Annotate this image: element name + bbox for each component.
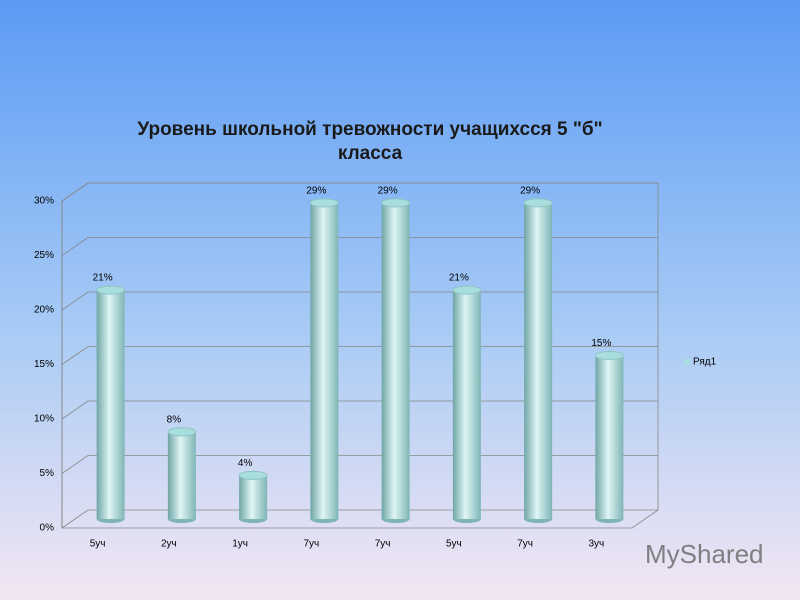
x-tick-label: 7уч [517, 539, 533, 550]
legend-label: Ряд1 [693, 357, 717, 368]
bar-top [96, 285, 126, 295]
data-label: 29% [378, 186, 398, 197]
bar-top [594, 351, 624, 360]
x-tick-label: 2уч [161, 539, 177, 550]
bar [96, 290, 125, 519]
back-wall [61, 182, 659, 529]
bar [595, 355, 624, 519]
y-tick-label: 5% [40, 468, 55, 479]
bar-top [523, 198, 553, 208]
grid-line [61, 400, 658, 420]
x-tick-label: 5уч [446, 539, 462, 550]
bar-top [167, 427, 197, 437]
x-tick-label: 5уч [90, 539, 106, 550]
bar-top [381, 198, 411, 208]
grid-line [61, 182, 658, 202]
bar-top [309, 198, 339, 208]
bar [381, 202, 410, 519]
x-tick-label: 7уч [303, 539, 319, 550]
grid-line [61, 291, 658, 311]
y-tick-label: 30% [34, 196, 54, 207]
data-label: 21% [93, 273, 113, 284]
data-label: 21% [449, 273, 469, 284]
grid-line [61, 237, 658, 256]
chart-title: Уровень школьной тревожности учащихсся 5… [137, 119, 603, 164]
bar [452, 290, 481, 519]
watermark: MyShared [645, 539, 764, 569]
grid-line [61, 346, 658, 365]
x-tick-label: 1уч [232, 539, 248, 550]
data-label: 29% [306, 186, 326, 197]
bar [239, 475, 268, 519]
y-tick-label: 0% [40, 523, 55, 534]
data-label: 15% [591, 338, 611, 349]
bar-top [238, 470, 268, 480]
legend-swatch [684, 359, 690, 365]
bar-top [452, 285, 482, 295]
x-tick-label: 7уч [375, 539, 391, 550]
y-tick-label: 15% [34, 359, 54, 370]
data-label: 29% [520, 186, 540, 197]
grid-line [61, 455, 658, 474]
x-tick-label: 3уч [588, 539, 604, 550]
data-label: 4% [238, 458, 253, 469]
bar [167, 431, 196, 519]
grid-line [61, 509, 658, 529]
bar [310, 202, 339, 519]
y-tick-label: 25% [34, 250, 54, 261]
y-tick-label: 10% [34, 414, 54, 425]
data-label: 8% [167, 414, 182, 425]
y-tick-label: 20% [34, 305, 54, 316]
bar [524, 202, 553, 519]
